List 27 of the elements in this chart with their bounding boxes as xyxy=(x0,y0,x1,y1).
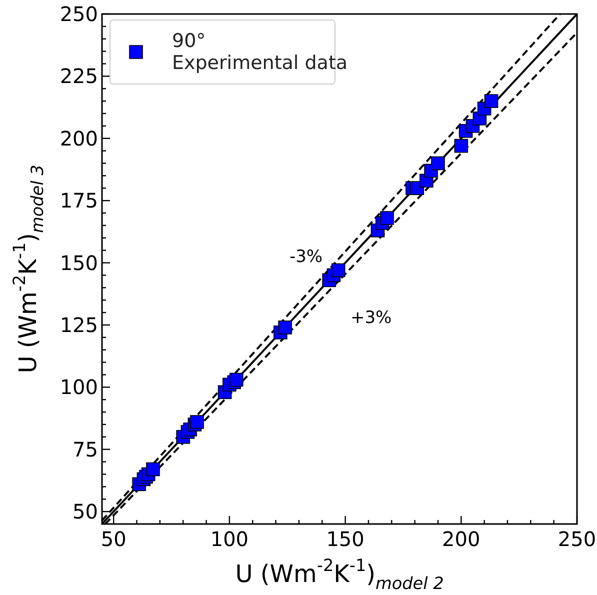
x-tick-label: 200 xyxy=(442,527,480,551)
y-tick-label: 150 xyxy=(60,250,98,275)
x-tick-label: 250 xyxy=(558,527,596,551)
y-tick-label: 125 xyxy=(60,312,98,337)
x-tick-label: 100 xyxy=(210,527,249,551)
point xyxy=(278,320,292,334)
y-tick-label: 75 xyxy=(72,437,98,462)
y-tick-label: 200 xyxy=(60,126,98,150)
point xyxy=(146,462,160,476)
point xyxy=(380,211,394,225)
y-tick-label: 175 xyxy=(60,188,98,213)
y-tick-label: 250 xyxy=(60,2,98,26)
legend-label: 90° Experimental data xyxy=(172,30,348,74)
point xyxy=(229,372,244,387)
point xyxy=(454,138,468,153)
point xyxy=(190,415,204,429)
series-label: +3% xyxy=(350,308,392,328)
y-tick-label: 100 xyxy=(60,375,98,400)
x-axis-title: U (Wm$^{-2}$K$^{-1}$)$_{model 2}$ xyxy=(235,555,444,594)
point xyxy=(431,156,445,170)
series-label: -3% xyxy=(289,246,323,267)
point xyxy=(484,94,498,108)
y-tick-label: 50 xyxy=(72,500,98,524)
x-tick-label: 50 xyxy=(100,527,126,551)
point xyxy=(331,263,346,278)
x-tick-label: 150 xyxy=(326,527,364,551)
y-tick-label: 225 xyxy=(60,64,98,88)
